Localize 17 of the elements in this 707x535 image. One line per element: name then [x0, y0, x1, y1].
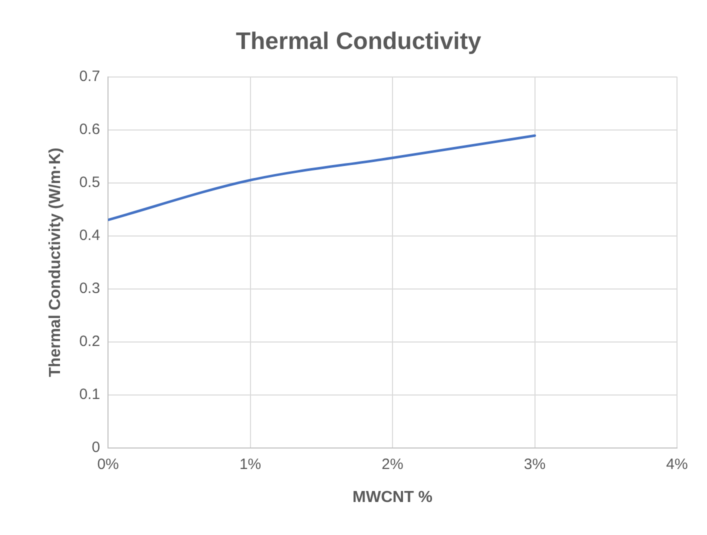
- x-tick-label: 4%: [666, 456, 688, 473]
- y-tick-label: 0.6: [79, 120, 100, 138]
- y-tick-label: 0.7: [79, 68, 100, 85]
- y-tick-label: 0: [92, 438, 100, 456]
- y-axis-title: Thermal Conductivity (W/m·K): [47, 148, 64, 377]
- y-tick-label: 0.1: [79, 386, 100, 403]
- x-tick-label: 3%: [524, 456, 546, 473]
- line-series: [108, 134, 536, 222]
- y-tick-label: 0.5: [79, 174, 100, 191]
- y-tick-label: 0.3: [79, 280, 100, 297]
- y-tick-label: 0.2: [79, 332, 100, 350]
- x-tick-label: 2%: [382, 456, 404, 473]
- x-axis-title: MWCNT %: [352, 488, 433, 506]
- y-tick-label: 0.4: [79, 226, 100, 244]
- x-tick-label: 0%: [97, 456, 119, 473]
- x-tick-label: 1%: [239, 456, 262, 473]
- chart-title: Thermal Conductivity: [236, 28, 482, 56]
